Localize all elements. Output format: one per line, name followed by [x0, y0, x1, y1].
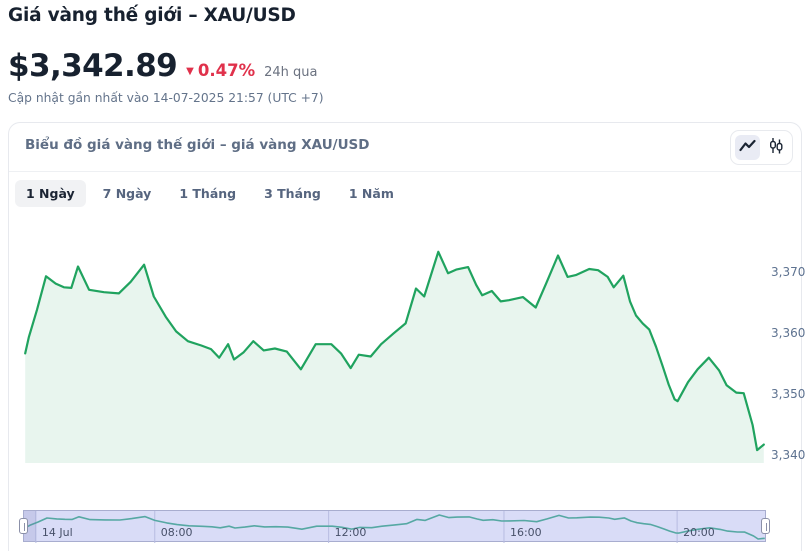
nav-time-label: 16:00: [509, 526, 542, 539]
price-change-percent: 0.47%: [197, 61, 256, 80]
divider: [9, 171, 801, 172]
candlestick-icon: [768, 137, 784, 158]
nav-time-label: 14 Jul: [41, 526, 73, 539]
tab-7-days[interactable]: 7 Ngày: [102, 186, 152, 201]
y-axis-label: 3,360: [771, 325, 806, 340]
navigator-sparkline: [25, 511, 765, 543]
candlestick-chart-button[interactable]: [763, 135, 788, 160]
range-navigator[interactable]: 14 Jul 08:00 12:00 16:00 20:00: [19, 510, 770, 543]
navigator-line: [25, 514, 765, 540]
nav-time-label: 08:00: [160, 526, 193, 539]
navigator-right-handle[interactable]: [761, 518, 770, 534]
tab-1-month[interactable]: 1 Tháng: [179, 186, 237, 201]
y-axis-label: 3,370: [771, 264, 806, 279]
tab-3-months[interactable]: 3 Tháng: [264, 186, 321, 201]
tab-1-day[interactable]: 1 Ngày: [15, 180, 86, 207]
price-row: $3,342.89 ▼ 0.47% 24h qua: [8, 48, 317, 84]
current-price: $3,342.89: [8, 48, 178, 84]
chart-card: Biểu đồ giá vàng thế giới – giá vàng XAU…: [8, 122, 806, 551]
line-chart-icon: [739, 138, 756, 157]
y-axis-label: 3,340: [771, 448, 806, 463]
page-title: Giá vàng thế giới – XAU/USD: [8, 5, 296, 26]
navigator-left-handle[interactable]: [19, 518, 28, 534]
chart-price-line: [24, 250, 765, 452]
change-period-label: 24h qua: [264, 65, 318, 80]
line-chart-button[interactable]: [735, 135, 760, 160]
down-arrow-icon: ▼: [186, 66, 194, 77]
chart-type-toggle: [730, 130, 793, 165]
nav-time-label: 20:00: [683, 526, 715, 539]
price-change-badge: ▼ 0.47%: [186, 61, 255, 80]
chart-area-fill: [25, 251, 764, 463]
chart-card-title: Biểu đồ giá vàng thế giới – giá vàng XAU…: [25, 137, 370, 153]
price-line-chart[interactable]: [9, 123, 803, 551]
tab-1-year[interactable]: 1 Năm: [348, 186, 394, 201]
y-axis-label: 3,350: [771, 387, 806, 402]
timeframe-tabs: 1 Ngày 7 Ngày 1 Tháng 3 Tháng 1 Năm: [15, 180, 405, 207]
nav-time-label: 12:00: [334, 526, 367, 539]
last-updated-text: Cập nhật gần nhất vào 14-07-2025 21:57 (…: [8, 91, 324, 105]
